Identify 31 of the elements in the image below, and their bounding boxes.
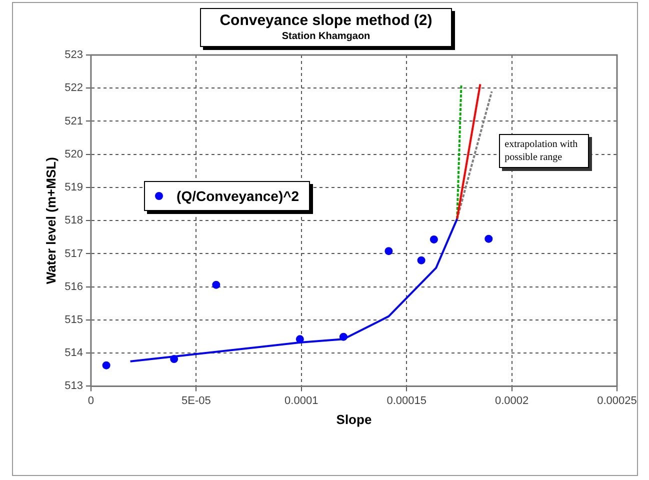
x-tick-label: 5E-05	[181, 394, 211, 407]
y-tick-label: 520	[64, 148, 83, 160]
x-tick-label: 0	[88, 394, 94, 407]
legend-label: (Q/Conveyance)^2	[176, 188, 300, 204]
x-tick-label: 0.00025	[597, 394, 637, 407]
x-axis-title: Slope	[336, 412, 372, 427]
y-tick-label: 519	[64, 182, 83, 194]
x-tick-label: 0.00015	[386, 394, 426, 407]
y-tick-label: 518	[64, 214, 83, 227]
y-tick-label: 521	[64, 115, 83, 128]
point	[430, 235, 438, 244]
y-tick-label: 517	[64, 248, 83, 260]
x-tick-label: 0.0002	[494, 394, 529, 407]
point	[384, 247, 393, 256]
y-tick-label: 523	[64, 49, 83, 62]
point	[170, 355, 178, 364]
point	[212, 280, 220, 289]
y-tick-label: 516	[64, 280, 83, 293]
point	[339, 332, 348, 341]
y-axis-title: Water level (m+MSL)	[43, 157, 58, 284]
y-tick-label: 514	[64, 347, 83, 360]
chart-subtitle: Station Khamgaon	[280, 31, 372, 42]
x-tick-label: 0.0001	[284, 394, 318, 407]
y-tick-label: 515	[64, 314, 83, 326]
annotation: extrapolation with possible range	[498, 134, 589, 168]
point	[102, 361, 110, 370]
y-tick-label: 522	[64, 82, 83, 94]
y-tick-label: 513	[64, 380, 83, 392]
point	[484, 234, 493, 243]
point	[417, 256, 426, 264]
chart-title: Conveyance slope method (2)	[218, 12, 434, 29]
